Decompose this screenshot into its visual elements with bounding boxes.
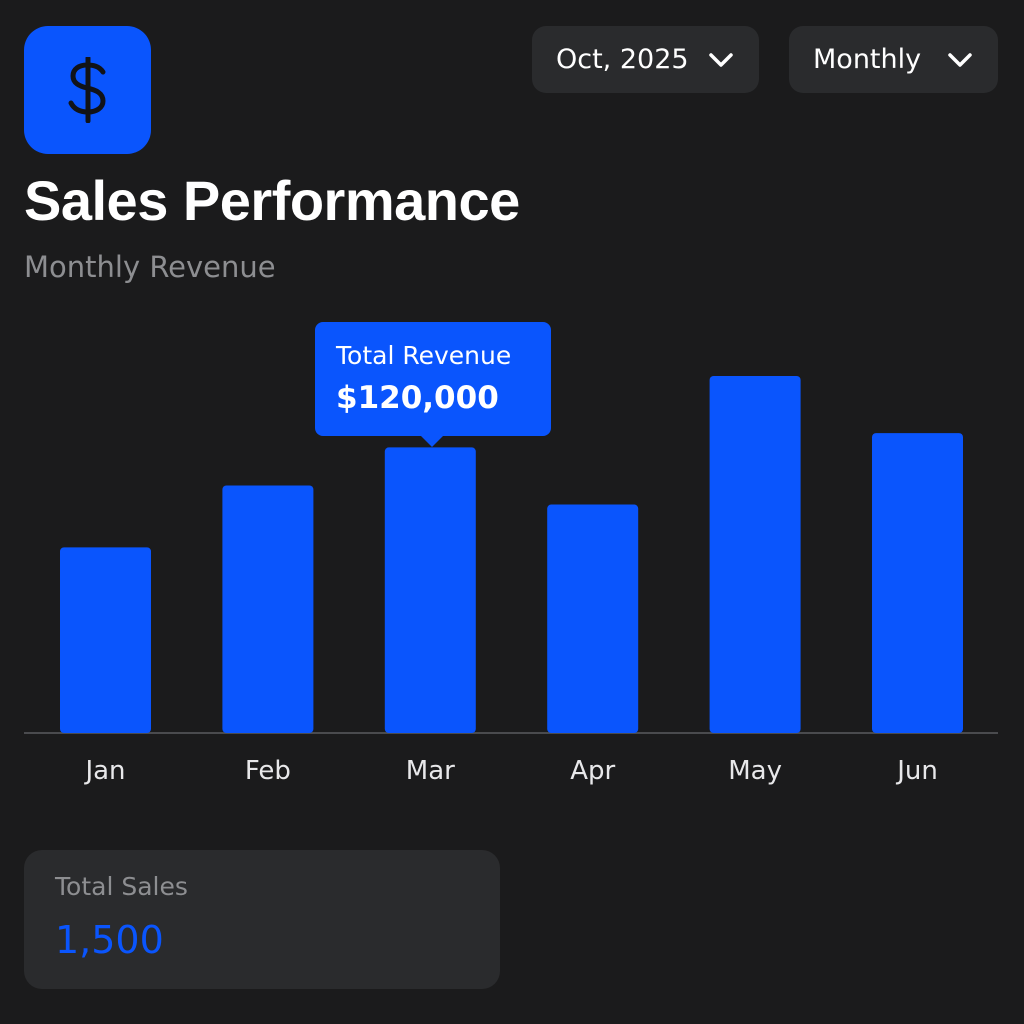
total-sales-label: Total Sales <box>55 872 188 901</box>
bar-mar[interactable] <box>384 447 476 733</box>
dollar-icon <box>24 26 151 154</box>
x-tick-label: May <box>728 756 782 786</box>
chevron-down-icon <box>948 53 972 67</box>
revenue-tooltip: Total Revenue $120,000 <box>315 322 551 447</box>
page-title: Sales Performance <box>24 169 520 232</box>
x-tick-label: Feb <box>245 756 291 786</box>
x-tick-label: Apr <box>570 756 615 786</box>
period-value: Monthly <box>813 44 922 75</box>
x-tick-label: Mar <box>406 756 455 786</box>
total-sales-card: Total Sales 1,500 <box>24 850 500 989</box>
tooltip-label: Total Revenue <box>336 341 512 370</box>
chart-subtitle: Monthly Revenue <box>24 250 276 284</box>
period-dropdown[interactable]: Monthly <box>789 26 998 93</box>
bar-jan[interactable] <box>60 547 151 733</box>
x-tick-label: Jan <box>83 756 125 786</box>
x-tick-label: Jun <box>895 756 938 786</box>
month-year-value: Oct, 2025 <box>556 44 689 75</box>
bar-jun[interactable] <box>872 433 963 733</box>
bar-may[interactable] <box>709 376 801 733</box>
tooltip-value: $120,000 <box>336 380 499 416</box>
bar-feb[interactable] <box>222 485 314 733</box>
chevron-down-icon <box>709 53 733 67</box>
revenue-bar-chart: Jan Feb Mar Apr May Jun <box>24 376 998 786</box>
bar-apr[interactable] <box>547 504 639 733</box>
month-year-dropdown[interactable]: Oct, 2025 <box>532 26 759 93</box>
total-sales-value: 1,500 <box>55 918 164 962</box>
